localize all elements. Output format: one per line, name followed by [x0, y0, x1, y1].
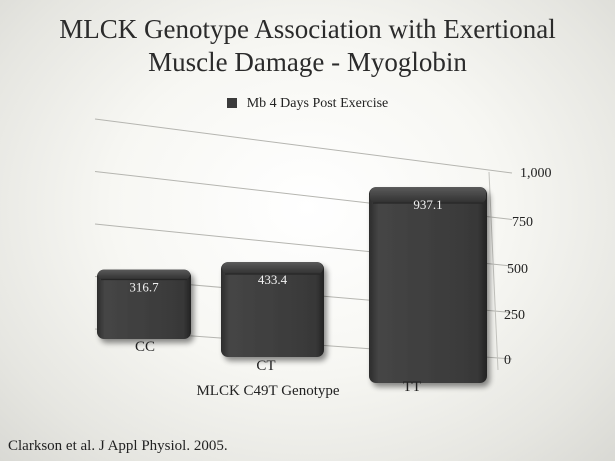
- data-label: 433.4: [258, 272, 288, 287]
- gridline: [94, 118, 513, 174]
- bar-cc: [97, 269, 191, 339]
- chart-title-line-1: MLCK Genotype Association with Exertiona…: [59, 14, 556, 44]
- x-axis-categories: CC CT TT: [135, 339, 421, 395]
- category-label: TT: [403, 379, 421, 395]
- y-axis-ticks: 0 250 500 750 1,000: [504, 166, 552, 368]
- axis-line: [488, 171, 499, 371]
- y-tick-label: 0: [504, 353, 511, 368]
- citation: Clarkson et al. J Appl Physiol. 2005.: [8, 438, 228, 454]
- x-axis-label: MLCK C49T Genotype: [196, 383, 339, 399]
- category-label: CC: [135, 339, 155, 355]
- y-tick-label: 1,000: [520, 166, 552, 181]
- bar-tt: [369, 187, 487, 383]
- chart-title-line-2: Muscle Damage - Myoglobin: [148, 47, 467, 77]
- legend-swatch: [226, 98, 237, 108]
- data-label: 316.7: [129, 280, 159, 295]
- bars: [97, 187, 487, 383]
- y-tick-label: 250: [504, 308, 525, 323]
- bar-top: [222, 262, 323, 275]
- data-label: 937.1: [413, 197, 442, 212]
- bar-top: [370, 187, 486, 204]
- category-label: CT: [256, 358, 275, 374]
- legend-label: Mb 4 Days Post Exercise: [246, 96, 389, 111]
- y-tick-label: 750: [512, 215, 533, 230]
- bar-body: [97, 269, 191, 339]
- chart-legend: Mb 4 Days Post Exercise: [0, 96, 615, 112]
- data-labels: 316.7 433.4 937.1: [129, 197, 442, 294]
- y-tick-label: 500: [507, 262, 528, 277]
- bar-body: [221, 262, 324, 357]
- bar-body: [369, 187, 487, 383]
- bar-ct: [221, 262, 324, 357]
- bar-top: [98, 269, 190, 280]
